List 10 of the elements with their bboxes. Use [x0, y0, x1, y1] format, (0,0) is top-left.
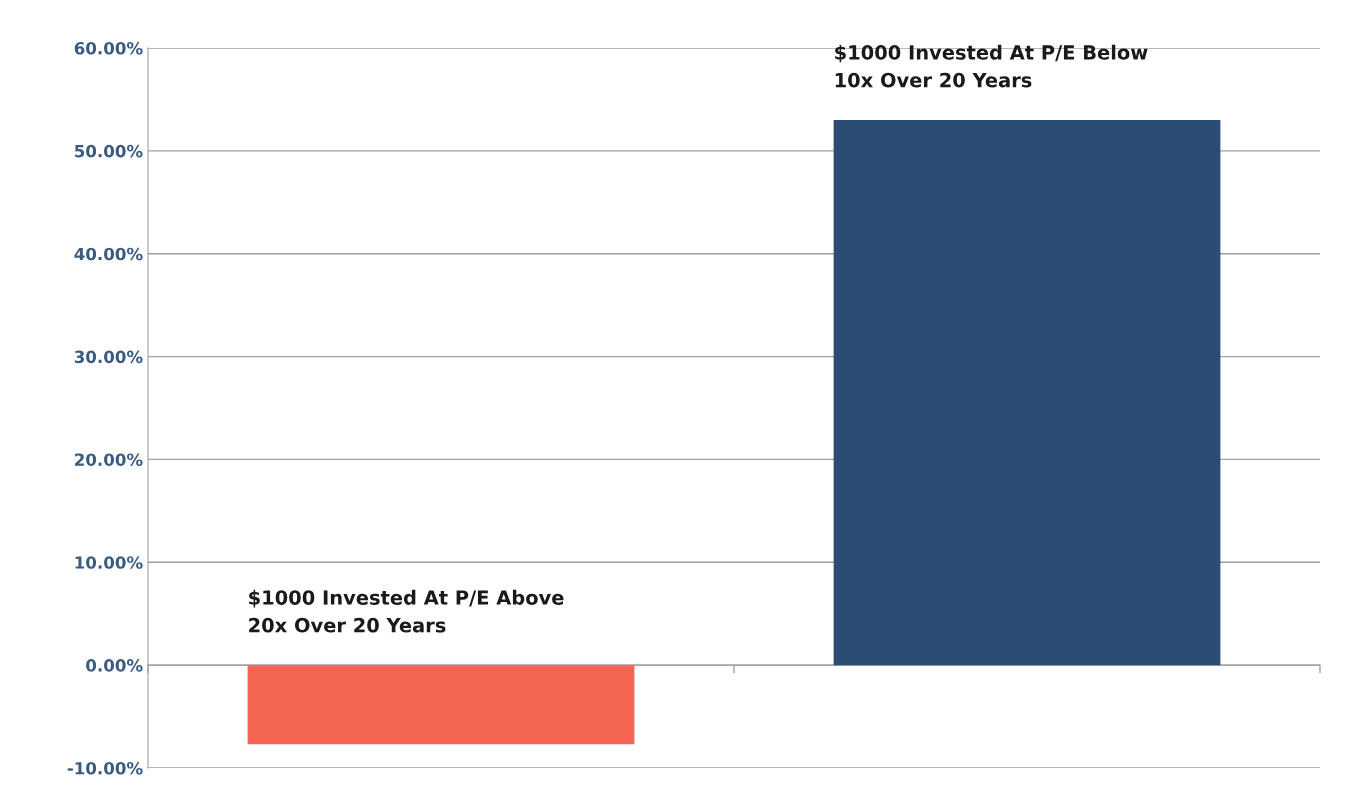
y-tick-label: 30.00%: [74, 350, 143, 364]
x-tick-label: $1000 Invested At P/E Below 10x Over 20 Years: [835, 44, 1148, 88]
y-tick-label: 20.00%: [75, 453, 143, 466]
y-tick-label: 50.00%: [75, 144, 143, 158]
y-tick-label: 10.00%: [75, 556, 143, 569]
y-tick-label: -10.00%: [67, 761, 143, 775]
x-tick-label: $1000 Invested At P/E Above 20x Over 20 Years: [249, 589, 564, 633]
y-tick-label: 0.00%: [86, 659, 143, 672]
y-tick-label: 60.00%: [74, 41, 143, 55]
y-tick-label: 40.00%: [74, 247, 143, 261]
